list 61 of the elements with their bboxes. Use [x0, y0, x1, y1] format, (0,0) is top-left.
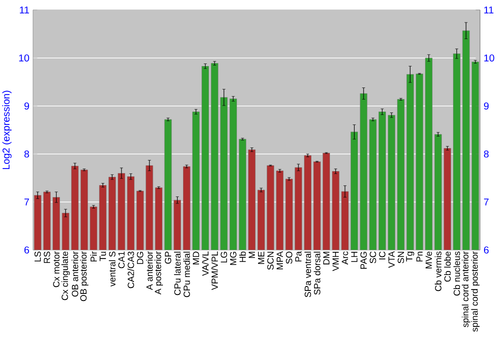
- x-tick-label: Pir: [90, 251, 97, 262]
- x-tick-label: SPa dorsal: [314, 252, 320, 295]
- x-tick-label: Cb vermis: [434, 252, 442, 292]
- x-tick-label: LS: [34, 252, 41, 262]
- y2-tick-label: 11: [484, 6, 494, 14]
- x-tick-label: Hb: [239, 252, 246, 262]
- x-tick-label: Cb nucleus: [453, 252, 460, 296]
- x-tick-label: spinal cord posterior: [471, 251, 480, 332]
- y-tick-label: 6: [24, 246, 30, 254]
- x-tick-label: ME: [258, 252, 264, 264]
- x-tick-label: MPA: [276, 251, 283, 270]
- x-tick-label: OB posterior: [80, 251, 88, 302]
- x-tick-label: VTA: [388, 251, 395, 268]
- y-tick-label: 9: [24, 102, 30, 110]
- x-tick-label: VMH: [332, 252, 339, 272]
- x-tick-label: SN: [398, 252, 404, 264]
- x-tick-label: MG: [230, 252, 236, 265]
- x-tick-label: CPu lateral: [174, 252, 181, 296]
- x-tick-label: SO: [286, 252, 292, 264]
- x-tick-label: CA1: [118, 252, 125, 268]
- y2-tick-label: 8: [484, 150, 489, 158]
- x-tick-label: M: [248, 252, 255, 258]
- y-axis-title: Log2 (expression): [2, 90, 12, 170]
- x-tick-label: DM: [323, 252, 330, 264]
- y-tick-label: 10: [19, 54, 30, 62]
- x-tick-label: Pa: [295, 251, 302, 262]
- x-tick-label: Cb lobe: [444, 252, 451, 282]
- y-tick-label: 8: [24, 150, 30, 158]
- x-tick-label: LG: [220, 252, 228, 262]
- x-tick-label: CPu medial: [183, 252, 190, 298]
- x-tick-label: A posterior: [154, 251, 163, 295]
- x-tick-label: GP: [164, 252, 172, 264]
- x-tick-label: A anterior: [146, 251, 153, 290]
- x-tick-label: DG: [136, 252, 144, 264]
- y2-tick-label: 10: [484, 54, 494, 62]
- x-tick-label: OB anterior: [72, 251, 78, 297]
- x-tick-label: Pn: [416, 252, 423, 262]
- y2-tick-label: 9: [484, 102, 489, 110]
- x-tick-label: SCN: [267, 252, 274, 270]
- y-tick-label: 11: [20, 6, 30, 14]
- x-tick-label: Cx motor: [53, 251, 60, 288]
- x-tick-label: MVe: [426, 252, 432, 268]
- x-tick-label: SC: [370, 252, 376, 264]
- x-tick-label: Tg: [406, 252, 414, 262]
- x-tick-label: PAG: [360, 252, 367, 269]
- x-tick-label: VPM/VPL: [211, 251, 218, 290]
- x-tick-label: SPa ventral: [304, 252, 312, 298]
- x-tick-label: RS: [44, 252, 50, 263]
- x-tick-label: IC: [379, 252, 386, 260]
- x-tick-label: ventral S: [108, 252, 116, 287]
- x-tick-label: Tu: [100, 252, 106, 262]
- x-tick-label: LH: [351, 252, 358, 262]
- y-tick-label: 7: [24, 198, 29, 206]
- x-tick-label: MD: [192, 252, 200, 264]
- x-tick-label: CA2/CA3: [127, 252, 134, 288]
- x-tick-label: Arc: [342, 251, 348, 265]
- y2-tick-label: 7: [484, 198, 489, 206]
- x-tick-label: spinal cord anterior: [462, 251, 470, 328]
- y2-tick-label: 6: [484, 246, 489, 254]
- x-tick-label: Cx cingulate: [61, 252, 70, 300]
- x-tick-label: VA/VL: [202, 251, 209, 276]
